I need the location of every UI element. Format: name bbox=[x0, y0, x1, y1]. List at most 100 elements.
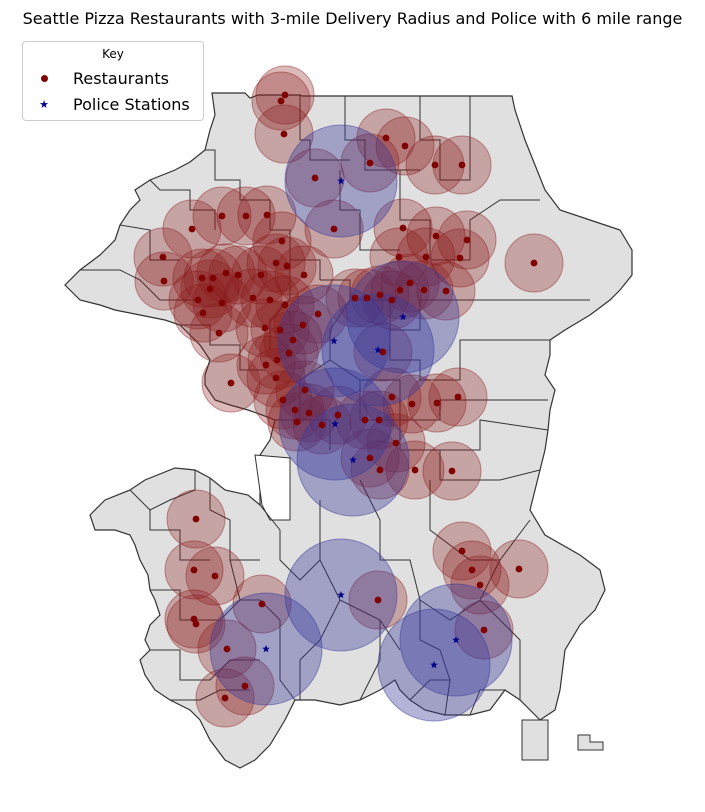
restaurant-marker bbox=[305, 409, 313, 417]
neighborhood-boundary bbox=[150, 649, 260, 681]
restaurant-marker bbox=[281, 91, 289, 99]
restaurant-marker bbox=[227, 379, 235, 387]
restaurant-marker bbox=[375, 416, 383, 424]
restaurant-marker bbox=[431, 161, 439, 169]
restaurant-marker bbox=[458, 547, 466, 555]
neighborhood-boundary bbox=[299, 95, 350, 161]
legend: Key Restaurants ★ Police Stations bbox=[22, 41, 204, 121]
restaurant-marker bbox=[351, 294, 359, 302]
restaurant-marker bbox=[221, 694, 229, 702]
restaurant-marker bbox=[448, 467, 456, 475]
legend-item-police: ★ Police Stations bbox=[33, 93, 190, 115]
neighborhood-boundary bbox=[259, 504, 321, 581]
neighborhood-boundary bbox=[149, 470, 196, 511]
neighborhood-boundary bbox=[399, 170, 540, 261]
restaurant-marker bbox=[456, 254, 464, 262]
neighborhood-boundary bbox=[469, 689, 505, 716]
restaurant-marker bbox=[401, 142, 409, 150]
neighborhood-boundary bbox=[339, 170, 400, 251]
neighborhood-boundary bbox=[209, 478, 260, 561]
restaurant-marker bbox=[291, 406, 299, 414]
restaurant-marker bbox=[241, 682, 249, 690]
legend-label-restaurants: Restaurants bbox=[73, 68, 169, 88]
restaurant-marker bbox=[283, 262, 291, 270]
restaurant-marker bbox=[432, 232, 440, 240]
police-station-marker bbox=[430, 661, 438, 669]
restaurant-marker bbox=[222, 269, 230, 277]
restaurant-marker bbox=[388, 296, 396, 304]
neighborhood-boundary bbox=[119, 224, 180, 261]
neighborhood-boundary bbox=[419, 600, 451, 716]
restaurant-marker bbox=[454, 393, 462, 401]
restaurant-marker bbox=[408, 400, 416, 408]
neighborhood-boundary bbox=[429, 480, 531, 561]
restaurant-marker bbox=[314, 310, 322, 318]
star-icon: ★ bbox=[39, 97, 49, 111]
neighborhood-boundary bbox=[180, 324, 265, 371]
restaurant-marker bbox=[515, 565, 523, 573]
police-station-marker bbox=[349, 456, 357, 464]
restaurant-marker bbox=[458, 161, 466, 169]
restaurant-marker bbox=[376, 466, 384, 474]
restaurant-marker bbox=[379, 348, 387, 356]
neighborhood-boundary bbox=[399, 420, 541, 481]
restaurant-marker bbox=[262, 361, 270, 369]
legend-title: Key bbox=[102, 47, 124, 61]
neighborhood-boundaries bbox=[80, 95, 590, 716]
restaurant-marker bbox=[218, 299, 226, 307]
neighborhood-boundary bbox=[205, 149, 270, 201]
restaurant-marker bbox=[376, 291, 384, 299]
land-fill bbox=[310, 450, 360, 500]
restaurant-marker bbox=[285, 349, 293, 357]
seattle-land-layer bbox=[64, 92, 633, 769]
restaurant-marker bbox=[433, 399, 441, 407]
restaurant-marker bbox=[301, 386, 309, 394]
dot-icon bbox=[40, 74, 48, 82]
restaurant-marker bbox=[234, 271, 242, 279]
restaurant-marker bbox=[293, 418, 301, 426]
restaurant-marker bbox=[242, 212, 250, 220]
restaurant-marker bbox=[223, 645, 231, 653]
restaurant-marker bbox=[281, 301, 289, 309]
south-land-piece bbox=[521, 719, 549, 761]
neighborhood-boundary bbox=[440, 419, 549, 451]
restaurant-marker bbox=[261, 324, 269, 332]
neighborhood-boundary bbox=[269, 200, 321, 280]
restaurant-marker bbox=[198, 274, 206, 282]
restaurant-marker bbox=[395, 253, 403, 261]
restaurant-marker bbox=[300, 271, 308, 279]
restaurant-marker bbox=[476, 581, 484, 589]
restaurant-marker bbox=[411, 466, 419, 474]
restaurant-marker bbox=[277, 97, 285, 105]
restaurant-marker bbox=[272, 259, 280, 267]
restaurant-marker bbox=[194, 296, 202, 304]
restaurant-marker bbox=[266, 296, 274, 304]
restaurant-marker bbox=[199, 309, 207, 317]
seattle-land bbox=[64, 92, 633, 769]
neighborhood-boundary bbox=[389, 330, 550, 381]
restaurant-marker bbox=[406, 279, 414, 287]
neighborhood-boundary bbox=[329, 359, 548, 421]
restaurant-marker bbox=[530, 259, 538, 267]
police-station-marker bbox=[337, 177, 345, 185]
restaurant-marker bbox=[363, 294, 371, 302]
neighborhood-boundary bbox=[320, 279, 590, 331]
restaurant-marker bbox=[206, 285, 214, 293]
legend-label-police: Police Stations bbox=[73, 94, 190, 114]
restaurant-marker bbox=[420, 286, 428, 294]
restaurant-marker bbox=[160, 277, 168, 285]
neighborhood-boundary bbox=[419, 96, 471, 181]
restaurant-marker bbox=[218, 212, 226, 220]
map-title: Seattle Pizza Restaurants with 3-mile De… bbox=[22, 9, 683, 28]
restaurant-marker bbox=[273, 356, 281, 364]
police-station-marker bbox=[331, 420, 339, 428]
neighborhood-boundary bbox=[149, 179, 216, 230]
restaurant-marker bbox=[299, 321, 307, 329]
neighborhood-boundary bbox=[259, 599, 296, 701]
restaurant-marker bbox=[209, 274, 217, 282]
neighborhood-boundary bbox=[150, 589, 260, 621]
restaurant-marker bbox=[190, 615, 198, 623]
police-station-marker bbox=[452, 636, 460, 644]
restaurant-marker bbox=[276, 326, 284, 334]
